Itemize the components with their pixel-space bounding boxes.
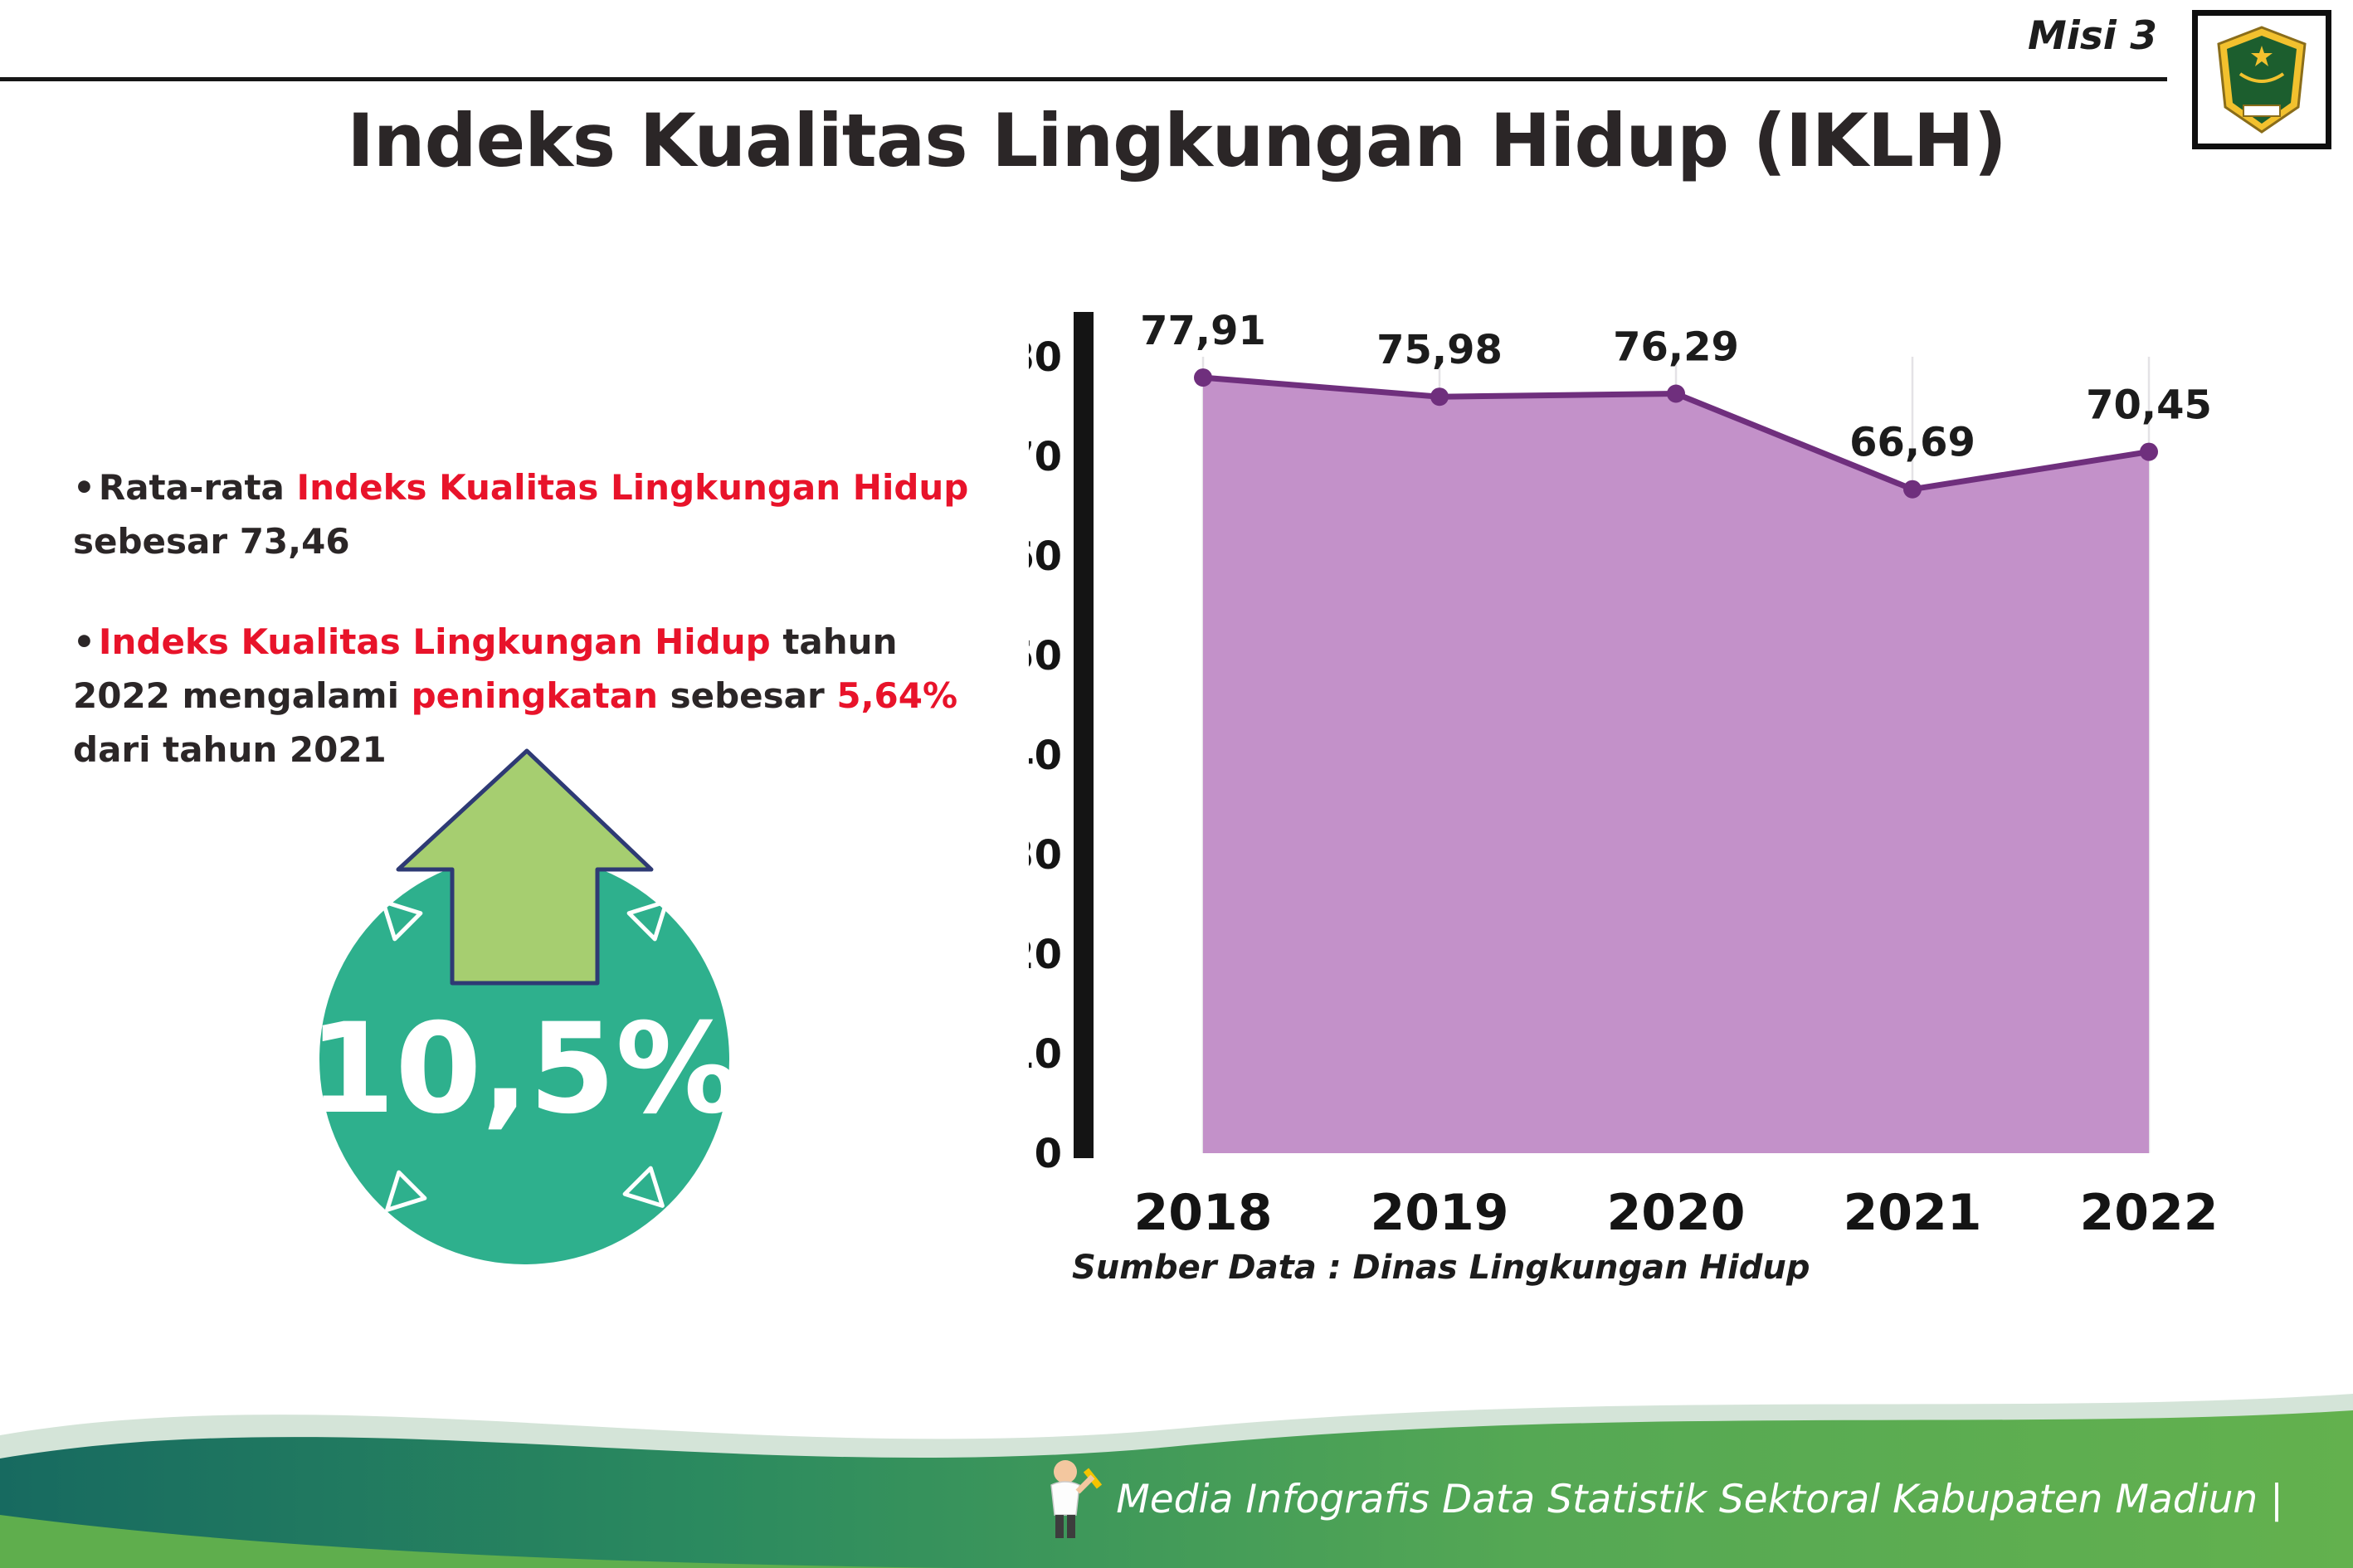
chart-source: Sumber Data : Dinas Lingkungan Hidup xyxy=(1072,1249,1810,1287)
mascot-body xyxy=(1050,1481,1081,1516)
y-tick-label: 10 xyxy=(1029,1031,1062,1078)
bullet-text: tahun 2022 mengalami xyxy=(73,621,898,717)
y-tick-label: 70 xyxy=(1029,434,1062,480)
footer-wave-main xyxy=(0,1410,2353,1568)
badge-circle xyxy=(319,855,729,1264)
point-label: 66,69 xyxy=(1849,420,1975,466)
y-tick-label: 30 xyxy=(1029,832,1062,879)
misi-label: Misi 3 xyxy=(2027,13,2157,59)
footer-wave xyxy=(0,1394,2353,1568)
badge-percentage: 10,5% xyxy=(309,997,740,1142)
bullet-item: •Indeks Kualitas Lingkungan Hidup tahun … xyxy=(73,615,994,777)
header-rule xyxy=(0,77,2167,81)
point-label: 77,91 xyxy=(1140,308,1266,354)
bullet-item: •Rata-rata Indeks Kualitas Lingkungan Hi… xyxy=(73,460,994,568)
point-label: 70,45 xyxy=(2086,382,2212,429)
y-tick-label: 40 xyxy=(1029,733,1062,779)
bullet-text: sebesar 73,46 xyxy=(73,521,350,562)
bullet-text: Rata-rata xyxy=(98,467,297,508)
logo-box xyxy=(2192,10,2331,149)
bullet-dot: • xyxy=(73,621,95,663)
increase-arrow-icon xyxy=(396,748,654,986)
footer-text: Media Infografis Data Statistik Sektoral… xyxy=(1116,1476,2283,1522)
data-point xyxy=(2140,442,2158,461)
x-tick-label: 2021 xyxy=(1844,1184,1982,1242)
data-point xyxy=(1194,368,1212,387)
data-point xyxy=(1903,480,1922,499)
bullet-text: peningkatan xyxy=(411,675,658,717)
x-tick-label: 2018 xyxy=(1134,1184,1273,1242)
y-tick-label: 20 xyxy=(1029,932,1062,978)
y-tick-label: 0 xyxy=(1035,1131,1062,1177)
point-label: 75,98 xyxy=(1376,327,1503,373)
crest-banner xyxy=(2243,104,2281,117)
x-tick-label: 2019 xyxy=(1371,1184,1509,1242)
x-tick-label: 2020 xyxy=(1607,1184,1746,1242)
bullet-dot: • xyxy=(73,467,95,508)
page-title: Indeks Kualitas Lingkungan Hidup (IKLH) xyxy=(347,98,2007,183)
bullet-list: •Rata-rata Indeks Kualitas Lingkungan Hi… xyxy=(73,460,994,823)
y-axis-bar xyxy=(1074,312,1094,1158)
y-tick-label: 80 xyxy=(1029,334,1062,381)
footer-wave-accent xyxy=(0,1515,954,1568)
area-fill xyxy=(1203,377,2149,1154)
bullet-text: dari tahun 2021 xyxy=(73,729,387,771)
mascot-head xyxy=(1054,1460,1078,1483)
bullet-text: 5,64% xyxy=(836,675,958,717)
y-tick-label: 50 xyxy=(1029,633,1062,679)
point-label: 76,29 xyxy=(1613,324,1739,371)
x-tick-label: 2022 xyxy=(2080,1184,2219,1242)
crest-arc xyxy=(2239,71,2285,83)
kabupaten-madiun-logo xyxy=(2217,25,2307,134)
bullet-text: Indeks Kualitas Lingkungan Hidup xyxy=(296,467,969,508)
increase-badge: 10,5% xyxy=(309,748,740,1264)
mascot-leg xyxy=(1067,1515,1076,1538)
footer-branding: Media Infografis Data Statistik Sektoral… xyxy=(1028,1454,2283,1545)
crest-star-icon xyxy=(2251,45,2273,66)
badge-decoration-triangles xyxy=(381,899,669,1212)
y-tick-label: 60 xyxy=(1029,533,1062,580)
data-point xyxy=(1430,387,1449,407)
bullet-text: Indeks Kualitas Lingkungan Hidup xyxy=(98,621,771,663)
bullet-text: sebesar xyxy=(658,675,837,717)
mascot-leg xyxy=(1055,1515,1064,1538)
data-point xyxy=(1667,384,1685,403)
mascot-arm xyxy=(1075,1474,1095,1494)
iklh-area-chart: 77,91 75,98 76,29 66,69 70,45 0 10 20 30 40 50 60 70… xyxy=(1029,308,2219,1242)
mascot-icon xyxy=(1050,1460,1103,1538)
